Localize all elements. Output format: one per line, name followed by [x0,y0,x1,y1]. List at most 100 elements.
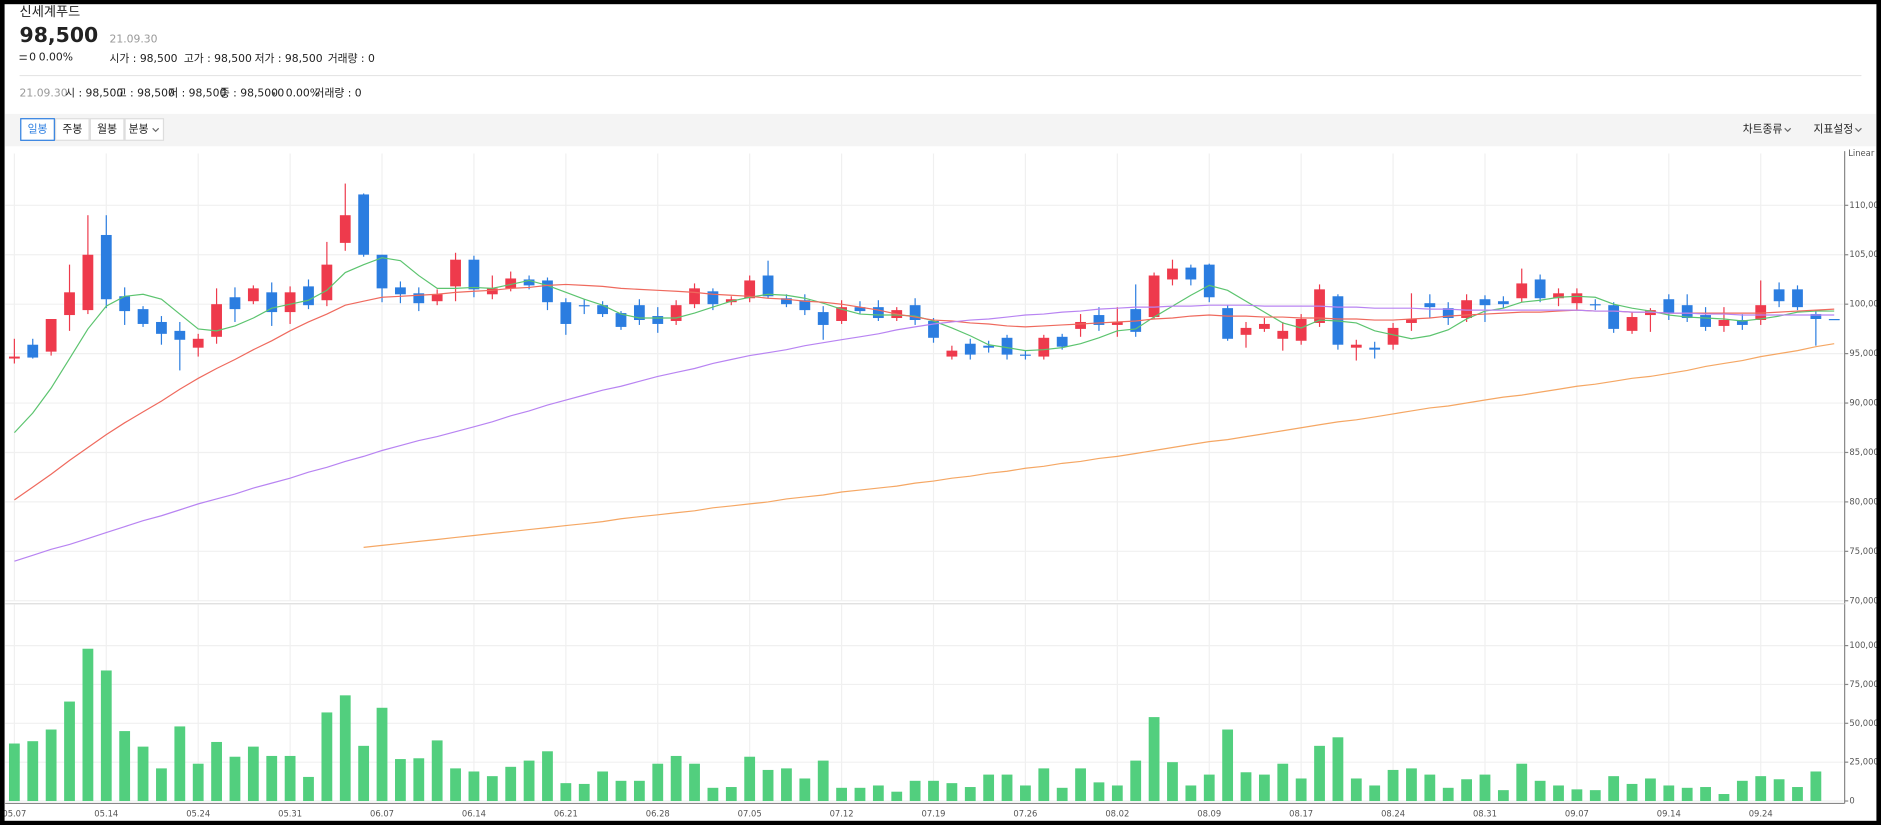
volume-bar [376,707,388,802]
volume-bar [1203,774,1215,802]
y-tick-label: 110,000 [1849,200,1881,210]
volume-bar [964,787,976,802]
candle-body [1810,314,1822,320]
volume-bar [1295,778,1307,802]
candle-body [1442,308,1454,319]
candle-body [468,259,480,290]
candle-body [983,345,995,348]
volume-bar [1424,774,1436,802]
candle-body [872,307,884,319]
candle-body [964,343,976,355]
volume-bar [1755,776,1767,802]
candle-body [284,292,296,313]
volume-bar [1497,790,1509,802]
volume-bar [1258,774,1270,802]
volume-bar [817,760,829,802]
volume-bar [45,729,57,802]
volume-bar [615,780,627,802]
volume-bar [633,780,645,802]
period-label[interactable]: 분봉 [129,123,149,136]
candle-body [1534,279,1546,299]
candle-body [339,215,351,243]
volume-bar [1130,760,1142,802]
period-label[interactable]: 일봉 [28,123,48,136]
candle-body [560,302,572,324]
volume-bar [1645,778,1656,802]
volume-bar [505,766,517,802]
period-label[interactable]: 주봉 [62,123,82,136]
candle-body [211,304,222,337]
candle-body [1056,336,1068,347]
volume-bar [1626,783,1638,802]
candle-body [1461,300,1472,319]
moving-average-line [14,283,1835,501]
y-tick-label: 75,000 [1849,546,1878,556]
volume-bar [762,769,774,802]
volume-bar [284,755,296,802]
x-tick-label: 05.07 [2,809,26,819]
menu[interactable]: 차트종류 [1743,123,1783,136]
volume-bar [1700,787,1711,802]
x-tick-label: 06.28 [646,809,670,819]
candle-body [1240,327,1252,335]
x-tick-label: 07.12 [830,809,854,819]
period-label[interactable]: 월봉 [97,123,117,136]
candle-body [1828,319,1840,321]
period-button[interactable] [20,118,55,141]
volume-bar [1148,717,1160,802]
volume-bar [523,760,535,802]
change-rate: 0.00% [39,51,73,64]
candle-body [137,309,149,324]
volume-bar [983,774,995,802]
candle-body [1589,304,1601,306]
x-tick-label: 09.07 [1565,809,1589,819]
candle-body [82,254,94,311]
period-button[interactable] [54,118,90,141]
y-tick-label: 100,000 [1849,640,1881,650]
menu[interactable]: 지표설정 [1813,123,1853,136]
volume-bar [836,787,847,802]
candle-body [1479,299,1491,306]
volume-bar [321,712,333,802]
volume-bar [689,763,700,802]
stat: 고가 : 98,500 [184,52,252,65]
candle-body [578,305,590,307]
candle-body [192,338,204,348]
candle-body [523,279,535,286]
volume-bar [1332,737,1344,802]
candle-body [505,278,517,289]
x-tick-label: 09.14 [1657,809,1681,819]
volume-bar [174,726,186,802]
volume-bar [872,785,884,802]
volume-bar [64,701,75,802]
volume-bar [799,778,811,802]
volume-bar [413,758,425,802]
x-tick-label: 06.07 [370,809,394,819]
candle-body [1185,267,1197,280]
y-tick-label: 90,000 [1849,398,1878,408]
candle-body [229,297,241,310]
period-button[interactable] [124,118,165,141]
volume-bar [1442,787,1454,802]
candle-body [707,291,719,305]
candle-body [1608,305,1620,329]
volume-bar [725,787,737,802]
stat: 거래량 : 0 [328,52,375,65]
candle-body [1387,327,1399,345]
stock-name: 신세계푸드 [20,4,81,20]
candle-body [744,280,756,299]
period-button[interactable] [89,118,125,141]
y-tick-label: 50,000 [1849,718,1878,728]
candle-body [1792,289,1803,308]
change: 0 [29,51,36,64]
volume-bar [560,783,572,802]
candle-body [1700,315,1711,327]
volume-bar [229,756,241,802]
chevron [152,127,160,133]
x-tick-label: 08.09 [1197,809,1221,819]
flat-icon [19,55,27,60]
info-volume: 거래량 : 0 [315,87,362,100]
chevron [1784,127,1792,133]
volume-bar [82,648,94,802]
